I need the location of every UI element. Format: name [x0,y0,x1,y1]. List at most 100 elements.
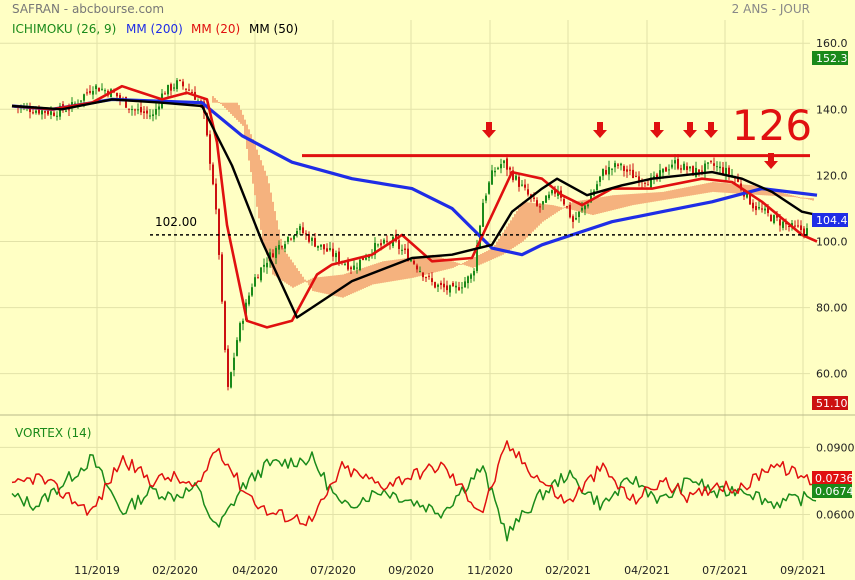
cloud-segment [518,207,520,245]
candle-body [587,204,589,207]
candle-body [422,272,424,278]
cloud-segment [764,188,766,196]
cloud-segment [424,255,426,275]
cloud-segment [574,201,576,211]
cloud-segment [340,274,342,298]
cloud-segment [682,187,684,197]
candle-body [728,167,730,175]
candle-body [638,176,640,183]
cloud-segment [730,183,732,194]
cloud-segment [382,261,384,283]
candle-body [431,278,433,282]
cloud-segment [676,189,678,198]
candle-body [491,170,493,185]
candle-body [569,204,571,218]
x-tick-label: 04/2021 [624,564,670,577]
candle-body [47,110,49,115]
cloud-segment [368,265,370,287]
cloud-segment [646,192,648,203]
candle-body [719,166,721,169]
cloud-segment [536,203,538,228]
candle-body [791,223,793,226]
candle-body [272,253,274,258]
candle-body [737,177,739,182]
candle-body [695,167,697,177]
candle-body [425,277,427,279]
x-tick-label: 07/2020 [310,564,356,577]
cloud-segment [296,268,298,286]
candle-body [212,164,214,185]
cloud-segment [332,275,334,296]
candle-body [785,223,787,225]
cloud-segment [410,257,412,279]
candle-body [752,202,754,209]
candle-body [410,259,412,262]
candle-body [275,247,277,258]
cloud-segment [442,258,444,271]
cloud-segment [762,187,764,196]
candle-body [65,110,67,112]
candle-body [404,248,406,251]
candle-body [176,80,178,90]
cloud-segment [462,262,464,265]
cloud-segment [244,119,246,138]
cloud-segment [404,258,406,280]
candle-body [281,246,283,248]
candle-body [677,158,679,169]
candle-body [386,240,388,242]
candle-body [605,170,607,175]
candle-body [500,164,502,169]
cloud-segment [722,182,724,193]
low-badge-bg [812,396,848,410]
candle-body [620,163,622,166]
cloud-segment [396,259,398,281]
cloud-segment [444,258,446,270]
cloud-segment [264,170,266,249]
candle-body [419,270,421,272]
cloud-segment [370,265,372,286]
candle-body [542,201,544,205]
cloud-segment [582,200,584,213]
candle-body [86,92,88,94]
candle-body [296,231,298,235]
candle-body [539,206,541,208]
cloud-segment [236,102,238,120]
candle-body [149,115,151,117]
cloud-segment [376,263,378,284]
candle-body [365,257,367,260]
cloud-segment [432,254,434,273]
cloud-segment [666,191,668,200]
candle-body [503,160,505,164]
cloud-segment [256,149,258,207]
cloud-segment [506,226,508,253]
cloud-segment [558,206,560,212]
cloud-segment [580,200,582,213]
candle-body [512,170,514,181]
candle-body [518,176,520,187]
chart-title: SAFRAN - abcbourse.com [12,2,164,16]
cloud-segment [552,205,554,216]
candle-body [239,323,241,341]
ichimoku-cloud [212,96,814,298]
candle-body [608,167,610,175]
candle-body [167,84,169,95]
cloud-segment [228,102,230,112]
down-arrow-icon [683,122,697,138]
cloud-segment [294,265,296,287]
cloud-segment [362,267,364,289]
cloud-segment [436,256,438,272]
period-label: 2 ANS - JOUR [732,2,810,16]
cloud-segment [634,193,636,205]
x-tick-label: 07/2021 [702,564,748,577]
candle-body [53,112,55,116]
cloud-segment [284,250,286,283]
cloud-segment [692,185,694,196]
cloud-segment [472,258,474,268]
cloud-segment [728,183,730,193]
cloud-segment [414,257,416,278]
down-arrow-icon [593,122,607,138]
candle-body [173,87,175,89]
cloud-segment [808,197,810,200]
vortex-badge-red-bg [812,471,852,485]
vortex-tick-label: 0.0600 [816,508,855,521]
